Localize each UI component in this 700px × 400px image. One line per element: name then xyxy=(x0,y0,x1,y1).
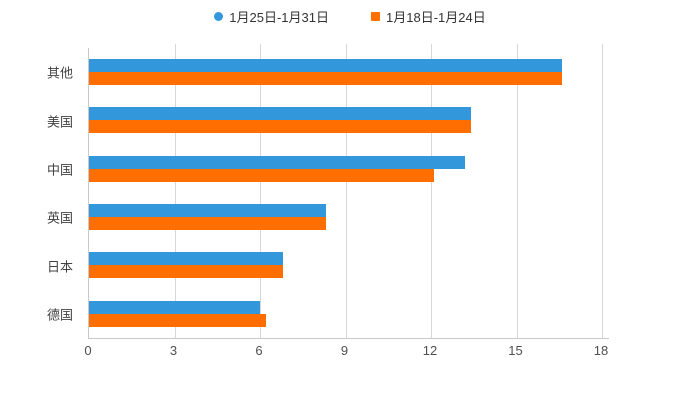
x-tick-label-6: 6 xyxy=(255,343,263,358)
bar-series2-1[interactable] xyxy=(89,72,563,86)
category-label-2: 美国 xyxy=(46,114,73,129)
legend-square-marker-icon xyxy=(371,12,380,21)
bar-group-2 xyxy=(89,96,609,144)
y-axis-labels: 其他美国中国英国日本德国 xyxy=(0,48,80,338)
category-label-5: 日本 xyxy=(46,259,73,274)
chart-legend: 1月25日-1月31日 1月18日-1月24日 xyxy=(0,7,700,26)
gridline-x6 xyxy=(260,44,261,338)
bar-series1-5[interactable] xyxy=(89,252,283,266)
x-tick-label-9: 9 xyxy=(340,343,349,358)
gridline-x15 xyxy=(516,44,518,338)
plot-area xyxy=(88,44,609,339)
category-label-1: 其他 xyxy=(46,65,73,81)
bar-series1-4[interactable] xyxy=(89,204,326,218)
bar-series2-6[interactable] xyxy=(89,313,266,327)
bar-series2-5[interactable] xyxy=(89,265,283,279)
gridline-x18 xyxy=(602,44,603,338)
bar-series1-6[interactable] xyxy=(89,300,260,314)
gridline-x12 xyxy=(431,44,432,338)
bar-group-5 xyxy=(89,241,609,289)
legend-label-week2: 1月25日-1月31日 xyxy=(229,10,329,25)
x-tick-label-0: 0 xyxy=(84,343,92,358)
bar-series1-2[interactable] xyxy=(89,107,471,121)
bar-series2-4[interactable] xyxy=(89,217,326,231)
legend-item-week1[interactable]: 1月18日-1月24日 xyxy=(371,7,486,26)
legend-circle-marker-icon xyxy=(214,12,224,21)
bar-group-3 xyxy=(89,145,609,193)
gridline-x9 xyxy=(345,44,347,338)
category-label-6: 德国 xyxy=(46,307,73,323)
bar-series2-2[interactable] xyxy=(89,120,471,134)
legend-item-week2[interactable]: 1月25日-1月31日 xyxy=(214,7,329,26)
bar-series1-3[interactable] xyxy=(89,155,466,169)
bar-group-1 xyxy=(89,48,609,96)
x-axis-labels: 0 3 6 9 12 15 18 xyxy=(84,343,609,361)
x-tick-label-3: 3 xyxy=(169,343,178,358)
x-tick-label-18: 18 xyxy=(593,343,609,358)
bar-series1-1[interactable] xyxy=(89,59,563,73)
x-tick-label-12: 12 xyxy=(422,343,438,358)
bar-group-4 xyxy=(89,193,609,241)
gridline-x3 xyxy=(174,44,176,338)
bar-group-6 xyxy=(89,290,609,338)
category-label-3: 中国 xyxy=(46,162,73,178)
category-label-4: 英国 xyxy=(46,210,73,226)
bar-series2-3[interactable] xyxy=(89,168,434,182)
x-tick-label-15: 15 xyxy=(508,343,523,358)
legend-label-week1: 1月18日-1月24日 xyxy=(386,10,486,25)
